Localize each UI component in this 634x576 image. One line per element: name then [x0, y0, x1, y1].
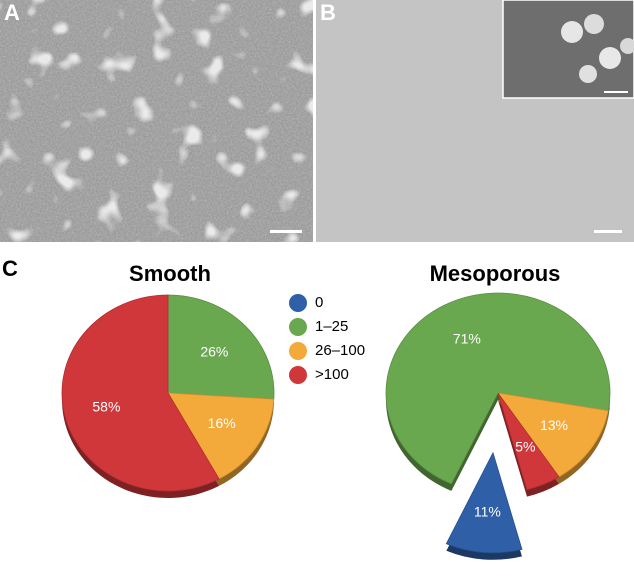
legend-label: 1–25	[315, 318, 348, 335]
legend-marker	[289, 366, 307, 384]
data-label: 16%	[208, 415, 236, 431]
data-label: 26%	[200, 343, 228, 359]
legend: 0 1–25 26–100 >100	[289, 294, 365, 384]
scale-bar	[594, 230, 622, 233]
chart-title: Mesoporous	[430, 261, 561, 286]
data-label: 58%	[92, 398, 120, 414]
legend-marker	[289, 342, 307, 360]
chart-title: Smooth	[129, 261, 211, 286]
legend-label: 0	[315, 294, 323, 311]
panel-label: A	[4, 0, 20, 25]
pie: 26% 16% 58%	[61, 294, 275, 498]
slice	[497, 392, 560, 491]
slice	[61, 294, 220, 492]
inset-image	[502, 0, 634, 99]
data-label: 11%	[474, 503, 501, 519]
sem-image-a	[0, 0, 313, 242]
data-label: 5%	[515, 439, 535, 455]
data-label: 71%	[453, 331, 481, 347]
slice	[167, 392, 275, 480]
legend-label: >100	[315, 366, 349, 383]
slice	[445, 451, 523, 554]
legend-marker	[289, 294, 307, 312]
panel-label: C	[2, 256, 18, 281]
slice	[497, 392, 609, 478]
slice	[385, 292, 611, 485]
data-label: 13%	[540, 417, 568, 433]
panel-label: B	[320, 0, 336, 25]
pie: 11% 71% 13% 5%	[385, 292, 611, 560]
legend-marker	[289, 318, 307, 336]
slice	[167, 294, 275, 400]
sem-image-b	[316, 0, 634, 242]
scale-bar	[270, 230, 302, 233]
legend-label: 26–100	[315, 342, 365, 359]
